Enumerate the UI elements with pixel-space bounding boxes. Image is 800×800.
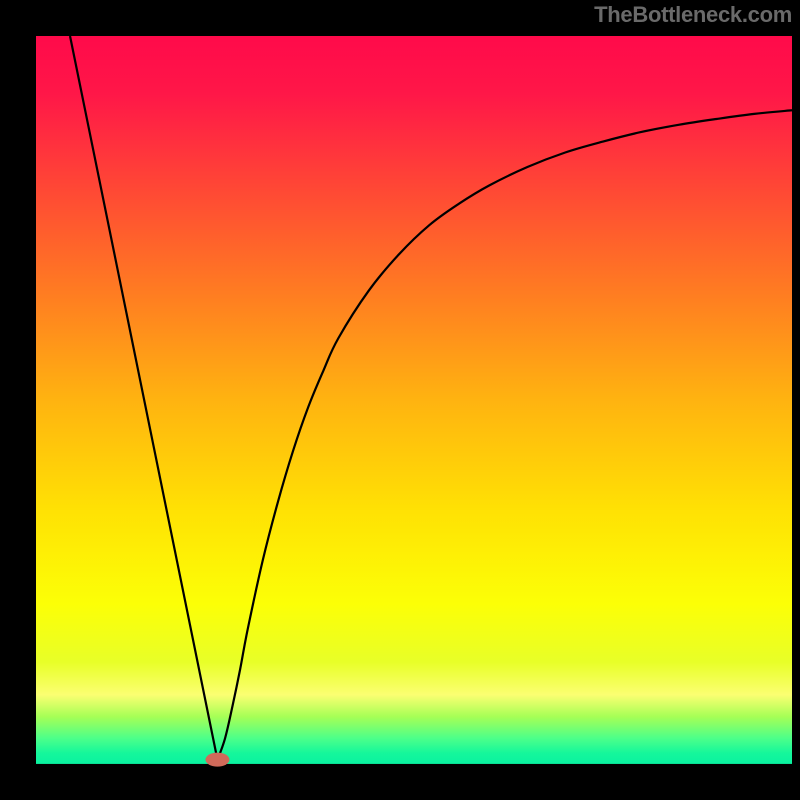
plot-background <box>36 36 792 764</box>
chart-container: TheBottleneck.com <box>0 0 800 800</box>
watermark-text: TheBottleneck.com <box>594 2 792 28</box>
bottleneck-curve-chart <box>0 0 800 800</box>
minimum-marker <box>205 753 229 767</box>
